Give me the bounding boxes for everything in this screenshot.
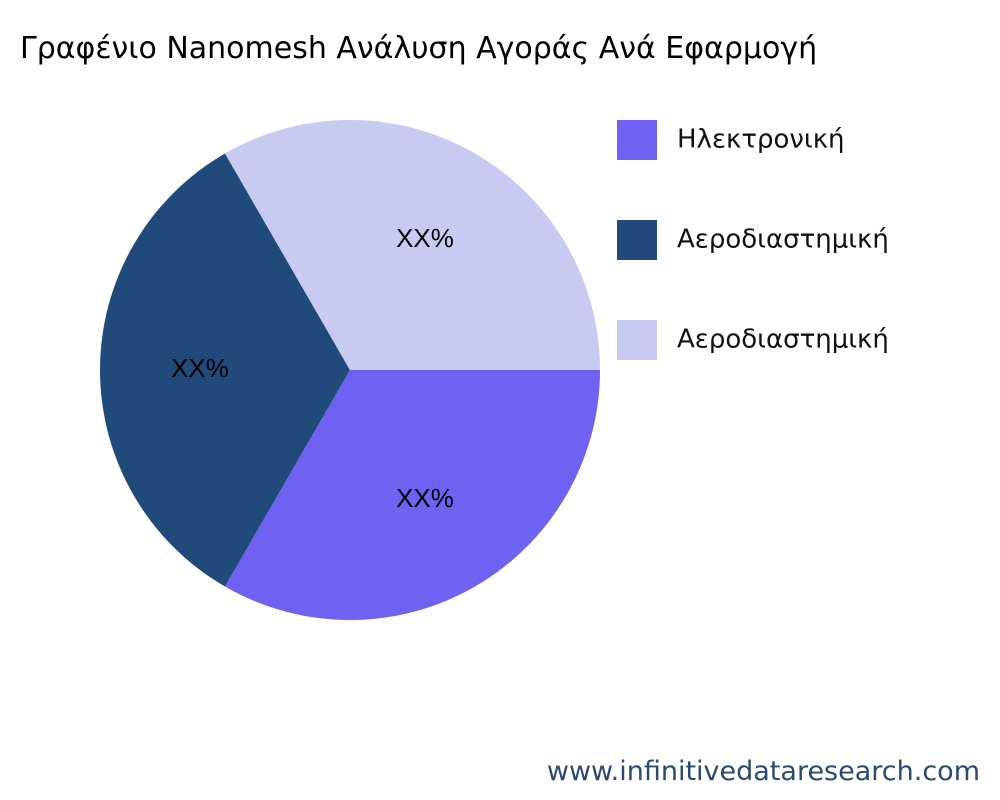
slice-label: XX% [396, 223, 454, 253]
pie-slice [225, 119, 600, 370]
legend-swatch [617, 120, 657, 160]
slice-label: XX% [171, 353, 229, 383]
slice-label: XX% [396, 483, 454, 513]
legend-label: Αεροδιαστημική [677, 225, 889, 255]
chart-title: Γραφένιο Nanomesh Ανάλυση Αγοράς Ανά Εφα… [20, 31, 817, 66]
source-link: www.infinitivedataresearch.com [547, 756, 980, 787]
legend-swatch [617, 220, 657, 260]
pie-slice [225, 370, 600, 620]
legend-label: Ηλεκτρονική [677, 125, 845, 155]
legend-label: Αεροδιαστημική [677, 325, 889, 355]
legend-swatch [617, 320, 657, 360]
